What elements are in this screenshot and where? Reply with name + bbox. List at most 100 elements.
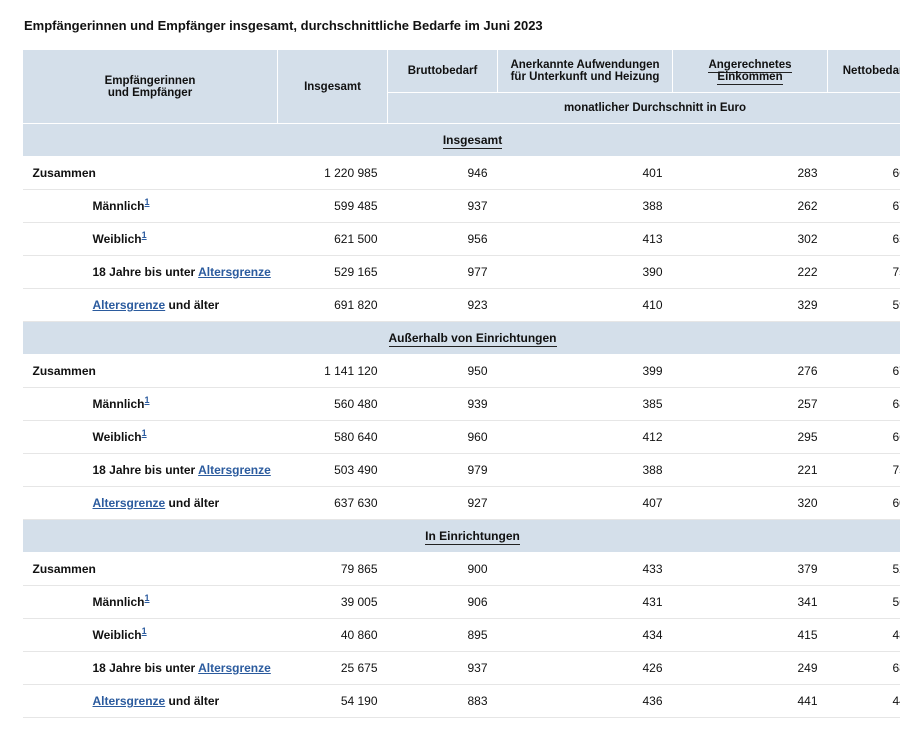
section-header-row: Außerhalb von Einrichtungen [23,322,900,355]
footnote-ref: 1 [142,230,147,241]
th-einkommen-text: Angerechnetes Einkommen [708,59,791,85]
cell-insgesamt: 39 005 [278,586,388,619]
section-header-cell: In Einrichtungen [23,520,900,553]
row-indent-spacer [23,421,83,454]
footnote-link[interactable]: 1 [142,230,147,240]
section-header-row: In Einrichtungen [23,520,900,553]
section-title: Außerhalb von Einrichtungen [389,331,557,347]
cell-bruttobedarf: 960 [388,421,498,454]
cell-einkommen: 222 [673,256,828,289]
table-row: Männlich1560 480939385257682 [23,388,900,421]
row-label-age-over: Altersgrenze und älter [83,289,278,322]
cell-nettobedarf: 755 [828,256,900,289]
row-label-age-under: 18 Jahre bis unter Altersgrenze [83,256,278,289]
cell-bruttobedarf: 937 [388,190,498,223]
th-aufwendungen-l2: für Unterkunft und Heizung [511,71,660,83]
cell-insgesamt: 25 675 [278,652,388,685]
cell-einkommen: 295 [673,421,828,454]
table-row: Zusammen79 865900433379521 [23,553,900,586]
cell-aufwendungen: 410 [498,289,673,322]
row-label-total: Zusammen [23,157,278,190]
altersgrenze-link[interactable]: Altersgrenze [198,661,271,675]
page-title: Empfängerinnen und Empfänger insgesamt, … [24,18,878,33]
cell-aufwendungen: 434 [498,619,673,652]
row-indent-spacer [23,586,83,619]
cell-aufwendungen: 412 [498,421,673,454]
cell-nettobedarf: 521 [828,553,900,586]
footnote-link[interactable]: 1 [142,626,147,636]
table-row: Zusammen1 220 985946401283664 [23,157,900,190]
table-header: Empfängerinnen und Empfänger Insgesamt B… [23,50,900,124]
footnote-link[interactable]: 1 [145,197,150,207]
footnote-link[interactable]: 1 [142,428,147,438]
cell-insgesamt: 599 485 [278,190,388,223]
th-subhead: monatlicher Durchschnitt in Euro [388,93,900,124]
table-row: Männlich1599 485937388262675 [23,190,900,223]
table-row: Weiblich140 860895434415480 [23,619,900,652]
table-row: Weiblich1621 500956413302653 [23,223,900,256]
row-label-total: Zusammen [23,355,278,388]
cell-bruttobedarf: 946 [388,157,498,190]
cell-bruttobedarf: 927 [388,487,498,520]
footnote-link[interactable]: 1 [145,593,150,603]
section-header-cell: Außerhalb von Einrichtungen [23,322,900,355]
cell-insgesamt: 691 820 [278,289,388,322]
th-bruttobedarf: Bruttobedarf [388,50,498,93]
cell-nettobedarf: 442 [828,685,900,718]
row-label-age-over: Altersgrenze und älter [83,487,278,520]
altersgrenze-link[interactable]: Altersgrenze [93,298,166,312]
footnote-ref: 1 [145,395,150,406]
cell-einkommen: 379 [673,553,828,586]
row-label-age-under: 18 Jahre bis unter Altersgrenze [83,454,278,487]
cell-aufwendungen: 426 [498,652,673,685]
cell-insgesamt: 560 480 [278,388,388,421]
altersgrenze-link[interactable]: Altersgrenze [93,694,166,708]
row-label-total: Zusammen [23,553,278,586]
cell-aufwendungen: 407 [498,487,673,520]
section-title: In Einrichtungen [425,529,520,545]
altersgrenze-link[interactable]: Altersgrenze [198,265,271,279]
altersgrenze-link[interactable]: Altersgrenze [93,496,166,510]
table-body: InsgesamtZusammen1 220 985946401283664Mä… [23,124,900,718]
row-indent-spacer [23,223,83,256]
cell-bruttobedarf: 883 [388,685,498,718]
cell-nettobedarf: 674 [828,355,900,388]
cell-insgesamt: 637 630 [278,487,388,520]
footnote-link[interactable]: 1 [145,395,150,405]
cell-einkommen: 302 [673,223,828,256]
altersgrenze-link[interactable]: Altersgrenze [198,463,271,477]
cell-nettobedarf: 688 [828,652,900,685]
table-row: Altersgrenze und älter691 82092341032959… [23,289,900,322]
table-row: 18 Jahre bis unter Altersgrenze503 49097… [23,454,900,487]
row-label-female: Weiblich1 [83,421,278,454]
row-label-age-over: Altersgrenze und älter [83,685,278,718]
th-insgesamt: Insgesamt [278,50,388,124]
cell-einkommen: 283 [673,157,828,190]
cell-aufwendungen: 436 [498,685,673,718]
table-row: 18 Jahre bis unter Altersgrenze529 16597… [23,256,900,289]
table-row: 18 Jahre bis unter Altersgrenze25 675937… [23,652,900,685]
section-title: Insgesamt [443,133,502,149]
row-label-female: Weiblich1 [83,619,278,652]
cell-nettobedarf: 675 [828,190,900,223]
cell-einkommen: 221 [673,454,828,487]
cell-nettobedarf: 664 [828,157,900,190]
th-aufwendungen: Anerkannte Aufwendungen für Unterkunft u… [498,50,673,93]
cell-einkommen: 257 [673,388,828,421]
footnote-ref: 1 [145,197,150,208]
footnote-ref: 1 [145,593,150,604]
cell-insgesamt: 40 860 [278,619,388,652]
cell-aufwendungen: 399 [498,355,673,388]
cell-bruttobedarf: 979 [388,454,498,487]
cell-einkommen: 341 [673,586,828,619]
cell-insgesamt: 1 141 120 [278,355,388,388]
cell-einkommen: 262 [673,190,828,223]
cell-bruttobedarf: 939 [388,388,498,421]
cell-bruttobedarf: 895 [388,619,498,652]
cell-aufwendungen: 388 [498,190,673,223]
section-header-row: Insgesamt [23,124,900,157]
cell-bruttobedarf: 956 [388,223,498,256]
row-indent-spacer [23,190,83,223]
cell-bruttobedarf: 950 [388,355,498,388]
cell-aufwendungen: 388 [498,454,673,487]
